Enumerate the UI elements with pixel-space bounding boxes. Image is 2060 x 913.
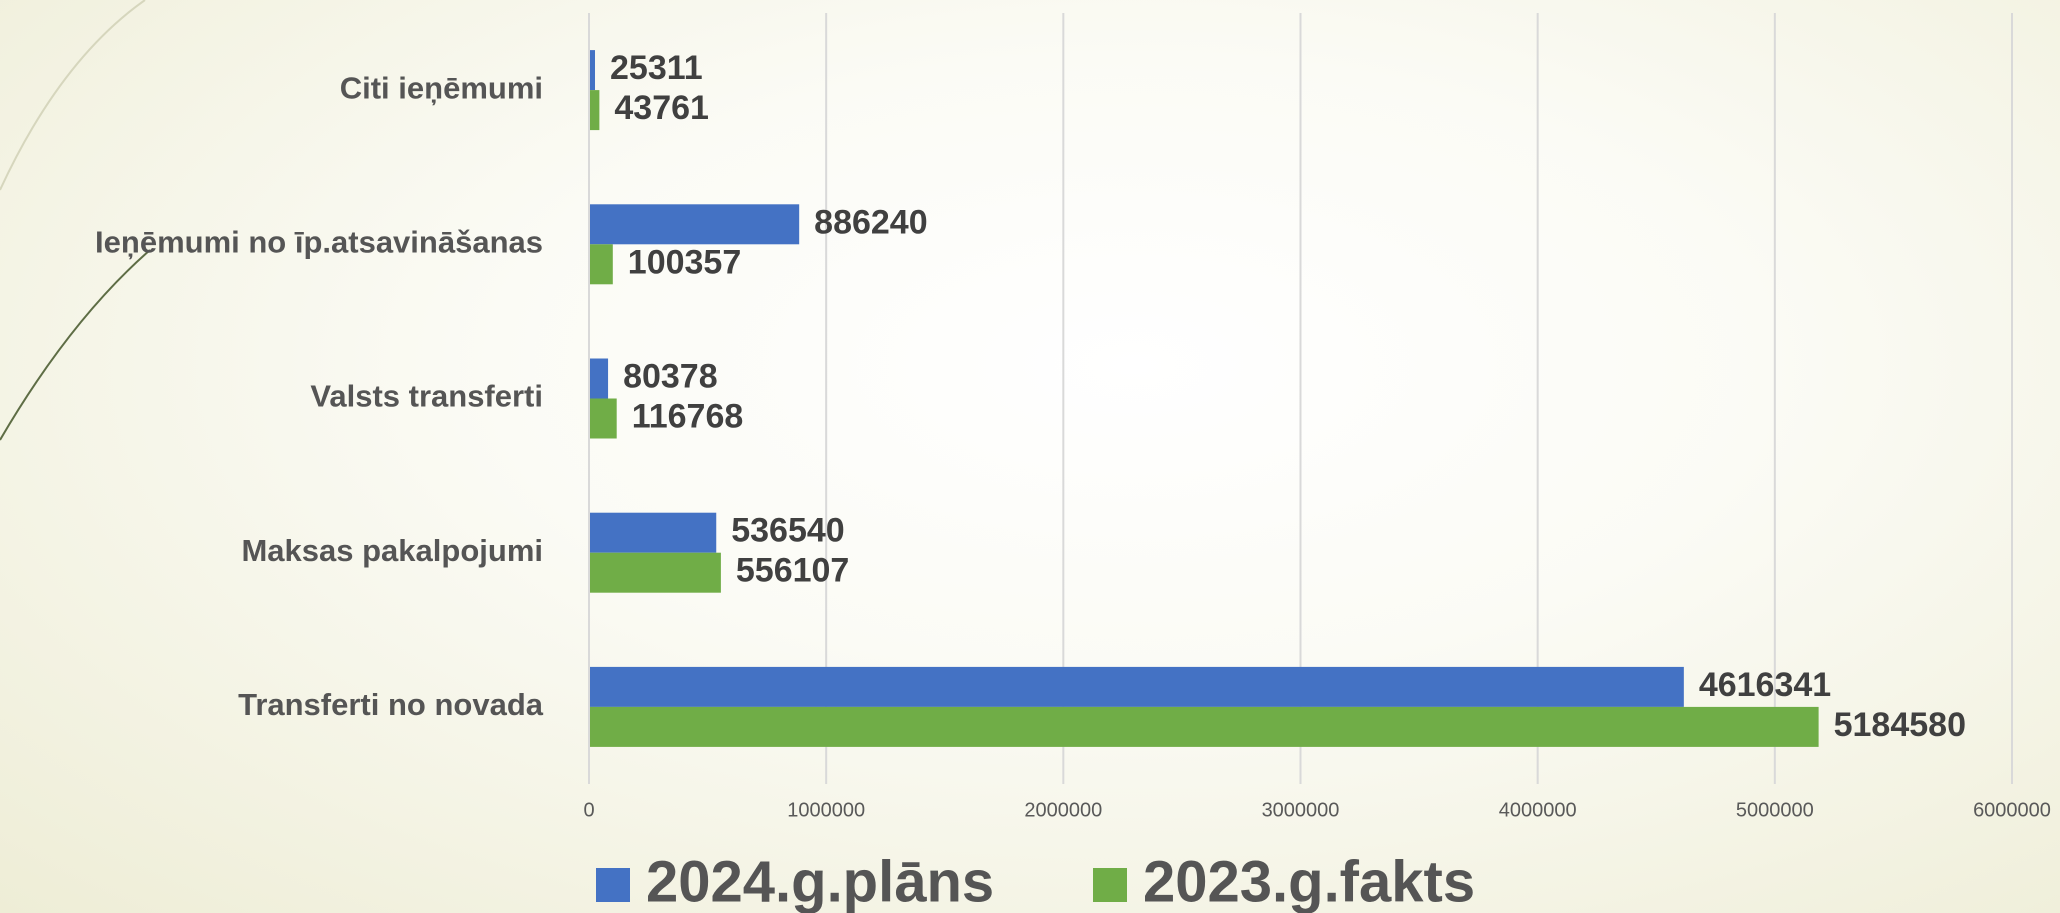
data-label: 5184580 bbox=[1834, 706, 1966, 744]
x-tick-label: 1000000 bbox=[787, 799, 865, 821]
x-tick-label: 4000000 bbox=[1499, 799, 1577, 821]
bar bbox=[589, 50, 596, 91]
data-label: 25311 bbox=[610, 49, 703, 87]
x-tick-label: 6000000 bbox=[1973, 799, 2051, 821]
bar bbox=[589, 90, 600, 131]
data-label: 100357 bbox=[628, 243, 741, 281]
data-label: 886240 bbox=[814, 203, 927, 241]
bar bbox=[589, 358, 609, 399]
data-label: 80378 bbox=[623, 357, 718, 395]
bar bbox=[589, 706, 1819, 747]
decoration bbox=[0, 0, 146, 191]
bar bbox=[589, 204, 800, 245]
legend-swatch bbox=[1093, 868, 1127, 902]
y-tick-label: Transferti no novada bbox=[238, 687, 544, 722]
data-label: 116768 bbox=[632, 397, 744, 435]
legend-label: 2024.g.plāns bbox=[646, 849, 994, 913]
x-tick-label: 2000000 bbox=[1024, 799, 1102, 821]
legend-swatch bbox=[596, 868, 630, 902]
legend-label: 2023.g.fakts bbox=[1143, 849, 1475, 913]
data-label: 536540 bbox=[731, 512, 844, 550]
data-label: 556107 bbox=[736, 552, 849, 590]
bar bbox=[589, 398, 617, 439]
bar bbox=[589, 552, 721, 593]
y-tick-label: Ieņēmumi no īp.atsavināšanas bbox=[95, 224, 543, 259]
y-tick-label: Maksas pakalpojumi bbox=[241, 533, 543, 568]
y-tick-label: Valsts transferti bbox=[310, 379, 543, 414]
x-tick-label: 5000000 bbox=[1736, 799, 1814, 821]
y-tick-label: Citi ieņēmumi bbox=[340, 70, 543, 105]
bar bbox=[589, 666, 1684, 707]
x-tick-label: 0 bbox=[583, 799, 594, 821]
data-label: 43761 bbox=[614, 89, 709, 127]
decoration bbox=[0, 249, 151, 441]
data-label: 4616341 bbox=[1699, 666, 1831, 704]
bar bbox=[589, 512, 717, 553]
bar bbox=[589, 244, 613, 285]
x-tick-label: 3000000 bbox=[1262, 799, 1340, 821]
